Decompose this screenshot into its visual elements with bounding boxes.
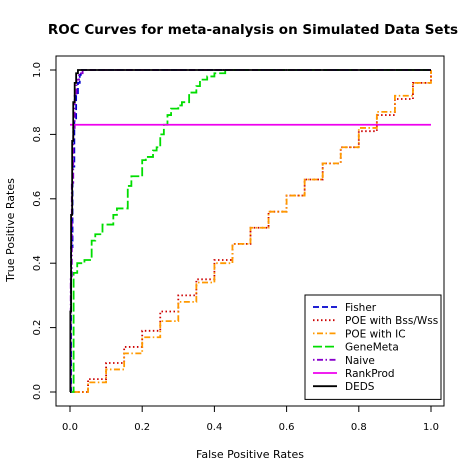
legend-label: GeneMeta (345, 342, 399, 354)
y-tick-label: 1.0 (32, 62, 43, 78)
legend-label: DEDS (345, 381, 375, 393)
y-axis: 0.0 0.2 0.4 0.6 0.8 1.0 (32, 62, 57, 400)
series-line-3 (70, 69, 431, 393)
x-axis: 0.0 0.2 0.4 0.6 0.8 1.0 (62, 405, 439, 433)
x-tick-label: 0.8 (351, 422, 367, 433)
legend-label: POE with IC (345, 328, 406, 340)
legend-label: Fisher (345, 302, 377, 314)
series-layer (69, 69, 432, 393)
x-tick-label: 0.6 (279, 422, 295, 433)
y-axis-label: True Positive Rates (4, 178, 17, 283)
y-tick-label: 0.0 (32, 384, 43, 400)
y-tick-label: 0.4 (32, 255, 43, 271)
x-tick-label: 0.4 (206, 422, 222, 433)
legend-label: POE with Bss/Wss (345, 315, 438, 327)
y-tick-label: 0.6 (32, 191, 43, 207)
x-tick-label: 0.0 (62, 422, 78, 433)
legend-label: Naive (345, 355, 375, 367)
x-axis-label: False Positive Rates (196, 448, 304, 461)
y-tick-label: 0.2 (32, 320, 43, 336)
series-line-6 (69, 69, 431, 393)
chart-title: ROC Curves for meta-analysis on Simulate… (48, 22, 458, 38)
series-line-2 (70, 70, 432, 393)
x-tick-label: 1.0 (423, 422, 439, 433)
x-tick-label: 0.2 (134, 422, 150, 433)
y-tick-label: 0.8 (32, 126, 43, 142)
legend-label: RankProd (345, 368, 395, 380)
